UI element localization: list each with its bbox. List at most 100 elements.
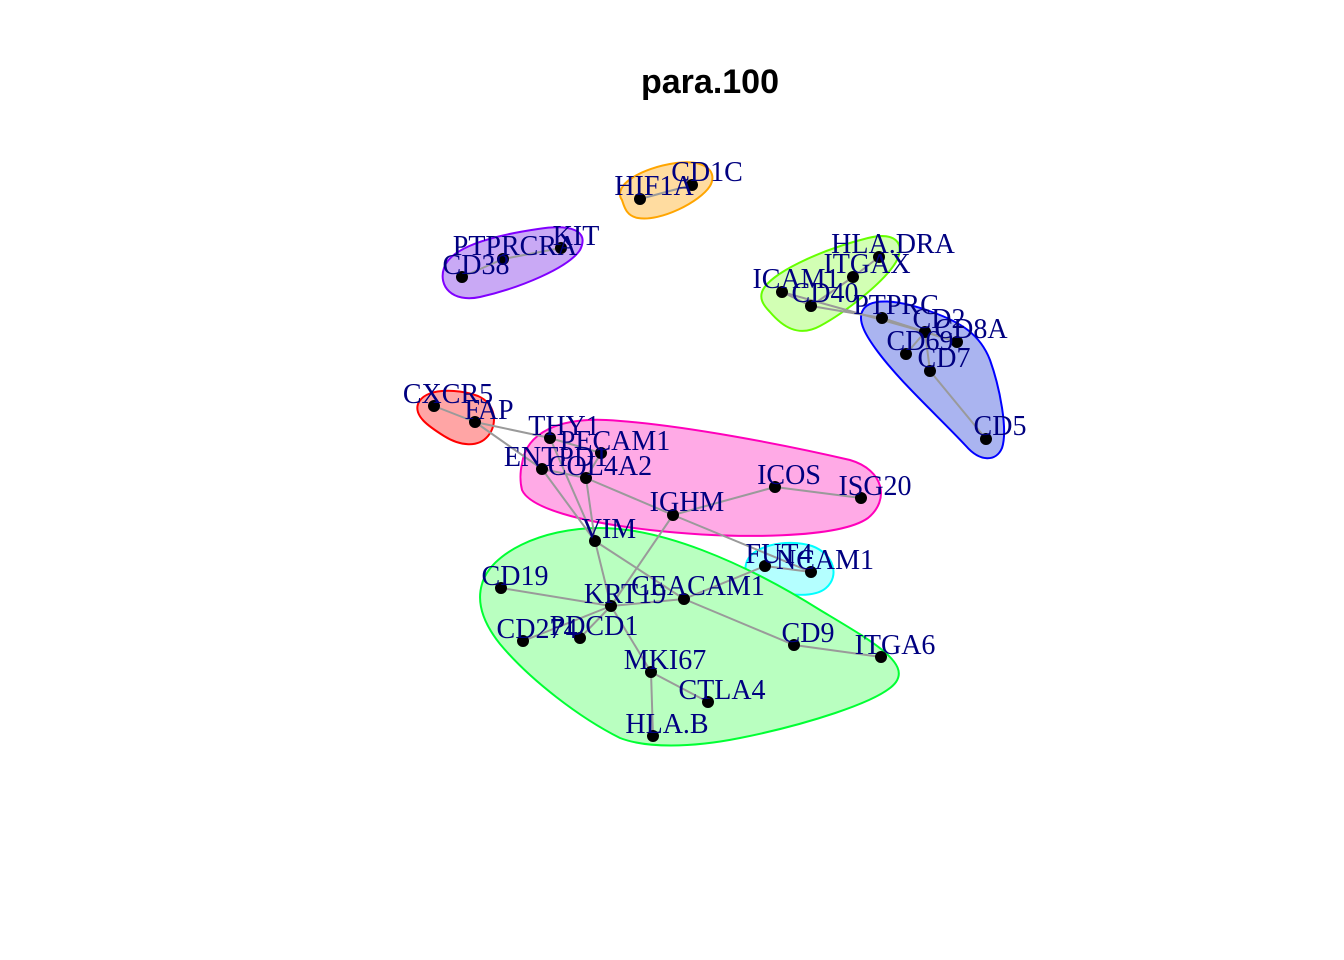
- node-FUT4: [759, 560, 771, 572]
- edge-CD9-ITGA6: [793, 644, 882, 658]
- edge-ICAM1-CD2: [781, 291, 926, 333]
- node-label-FUT4: FUT4: [746, 539, 813, 570]
- node-KIT: [555, 242, 567, 254]
- edge-THY1-VIM: [549, 437, 596, 542]
- node-ITGAX: [847, 271, 859, 283]
- node-CTLA4: [702, 696, 714, 708]
- edge-ENTPD1-VIM: [541, 468, 596, 542]
- node-label-THY1: THY1: [528, 411, 600, 442]
- edge-CD38-PTPRCRA: [461, 258, 504, 278]
- node-CD2: [919, 326, 931, 338]
- node-label-CXCR5: CXCR5: [403, 379, 493, 410]
- edge-CXCR5-FAP: [433, 405, 476, 423]
- edge-FUT4-CEACAM1: [683, 565, 766, 600]
- node-label-HLA.DRA: HLA.DRA: [831, 229, 955, 260]
- edge-FAP-THY1: [474, 421, 551, 439]
- edge-COL4A2-VIM: [585, 477, 596, 542]
- node-CD274: [517, 635, 529, 647]
- node-label-VIM: VIM: [582, 514, 637, 545]
- edge-IGHM-KRT19: [610, 514, 674, 607]
- node-IGHM: [667, 509, 679, 521]
- node-label-CD38: CD38: [443, 250, 510, 281]
- node-label-KRT19: KRT19: [584, 579, 666, 610]
- edge-FUT4-NCAM1: [764, 565, 812, 573]
- node-CD5: [980, 433, 992, 445]
- node-ICAM1: [776, 286, 788, 298]
- edge-THY1-PECAM1: [549, 437, 602, 454]
- edge-PTPRCRA-KIT: [502, 247, 562, 260]
- node-label-IGHM: IGHM: [650, 487, 725, 518]
- edge-COL4A2-IGHM: [585, 477, 674, 516]
- cluster-hull-blue: [860, 300, 1006, 460]
- node-label-KIT: KIT: [553, 221, 600, 252]
- node-ITGA6: [875, 651, 887, 663]
- node-label-CD2: CD2: [913, 304, 966, 335]
- edge-FAP-ENTPD1: [474, 421, 543, 470]
- node-label-COL4A2: COL4A2: [548, 451, 652, 482]
- node-MKI67: [645, 666, 657, 678]
- node-CD19: [495, 582, 507, 594]
- node-label-NCAM1: NCAM1: [776, 545, 874, 576]
- node-ICOS: [769, 481, 781, 493]
- node-label-ISG20: ISG20: [838, 471, 911, 502]
- cluster-hull-lime: [760, 235, 901, 332]
- node-label-ITGAX: ITGAX: [823, 249, 910, 280]
- node-label-CD69: CD69: [887, 326, 954, 357]
- node-label-ICOS: ICOS: [757, 460, 821, 491]
- node-label-PECAM1: PECAM1: [560, 426, 670, 457]
- edge-IGHM-NCAM1: [672, 514, 812, 573]
- node-FAP: [469, 416, 481, 428]
- node-label-CEACAM1: CEACAM1: [631, 571, 765, 602]
- node-CD38: [456, 271, 468, 283]
- node-label-CD9: CD9: [782, 618, 835, 649]
- node-label-CD7: CD7: [918, 343, 971, 374]
- edge-CD7-CD5: [929, 370, 987, 440]
- node-label-CD5: CD5: [974, 411, 1027, 442]
- edge-MKI67-CTLA4: [650, 671, 709, 703]
- node-COL4A2: [580, 472, 592, 484]
- edge-VIM-CEACAM1: [594, 540, 685, 600]
- node-CD7: [924, 365, 936, 377]
- node-PECAM1: [595, 447, 607, 459]
- node-label-PDCD1: PDCD1: [550, 611, 639, 642]
- node-label-CTLA4: CTLA4: [678, 675, 765, 706]
- network-nodes: [428, 179, 992, 742]
- edge-KRT19-CD274: [522, 605, 612, 642]
- node-PDCD1: [574, 632, 586, 644]
- node-label-CD1C: CD1C: [671, 157, 743, 188]
- edge-KRT19-CEACAM1: [610, 598, 685, 607]
- node-CD1C: [686, 179, 698, 191]
- cluster-hull-green: [479, 526, 900, 747]
- node-label-PTPRC: PTPRC: [853, 290, 939, 321]
- cluster-hull-magenta: [519, 418, 882, 537]
- edge-CD19-KRT19: [500, 587, 612, 607]
- node-label-CD8A: CD8A: [934, 314, 1008, 345]
- edge-KRT19-MKI67: [610, 605, 652, 673]
- plot-title: para.100: [641, 63, 779, 101]
- node-HLA.B: [647, 730, 659, 742]
- edge-CEACAM1-CD9: [683, 598, 795, 646]
- node-label-MKI67: MKI67: [624, 645, 706, 676]
- cluster-hull-orange: [619, 161, 714, 220]
- node-PTPRC: [876, 312, 888, 324]
- node-CD9: [788, 639, 800, 651]
- node-KRT19: [605, 600, 617, 612]
- node-CD40: [805, 300, 817, 312]
- node-CEACAM1: [678, 593, 690, 605]
- node-THY1: [544, 432, 556, 444]
- node-label-HIF1A: HIF1A: [614, 171, 694, 202]
- node-label-ITGA6: ITGA6: [855, 630, 936, 661]
- node-label-CD19: CD19: [482, 561, 549, 592]
- cluster-hull-purple: [441, 226, 584, 300]
- edge-MKI67-HLA.B: [650, 671, 654, 737]
- node-HLA.DRA: [873, 251, 885, 263]
- node-CD8A: [951, 336, 963, 348]
- node-CD69: [900, 348, 912, 360]
- node-ENTPD1: [536, 463, 548, 475]
- node-CXCR5: [428, 400, 440, 412]
- node-label-CD40: CD40: [792, 278, 859, 309]
- edge-ICOS-ISG20: [774, 486, 862, 499]
- node-label-CD274: CD274: [497, 614, 578, 645]
